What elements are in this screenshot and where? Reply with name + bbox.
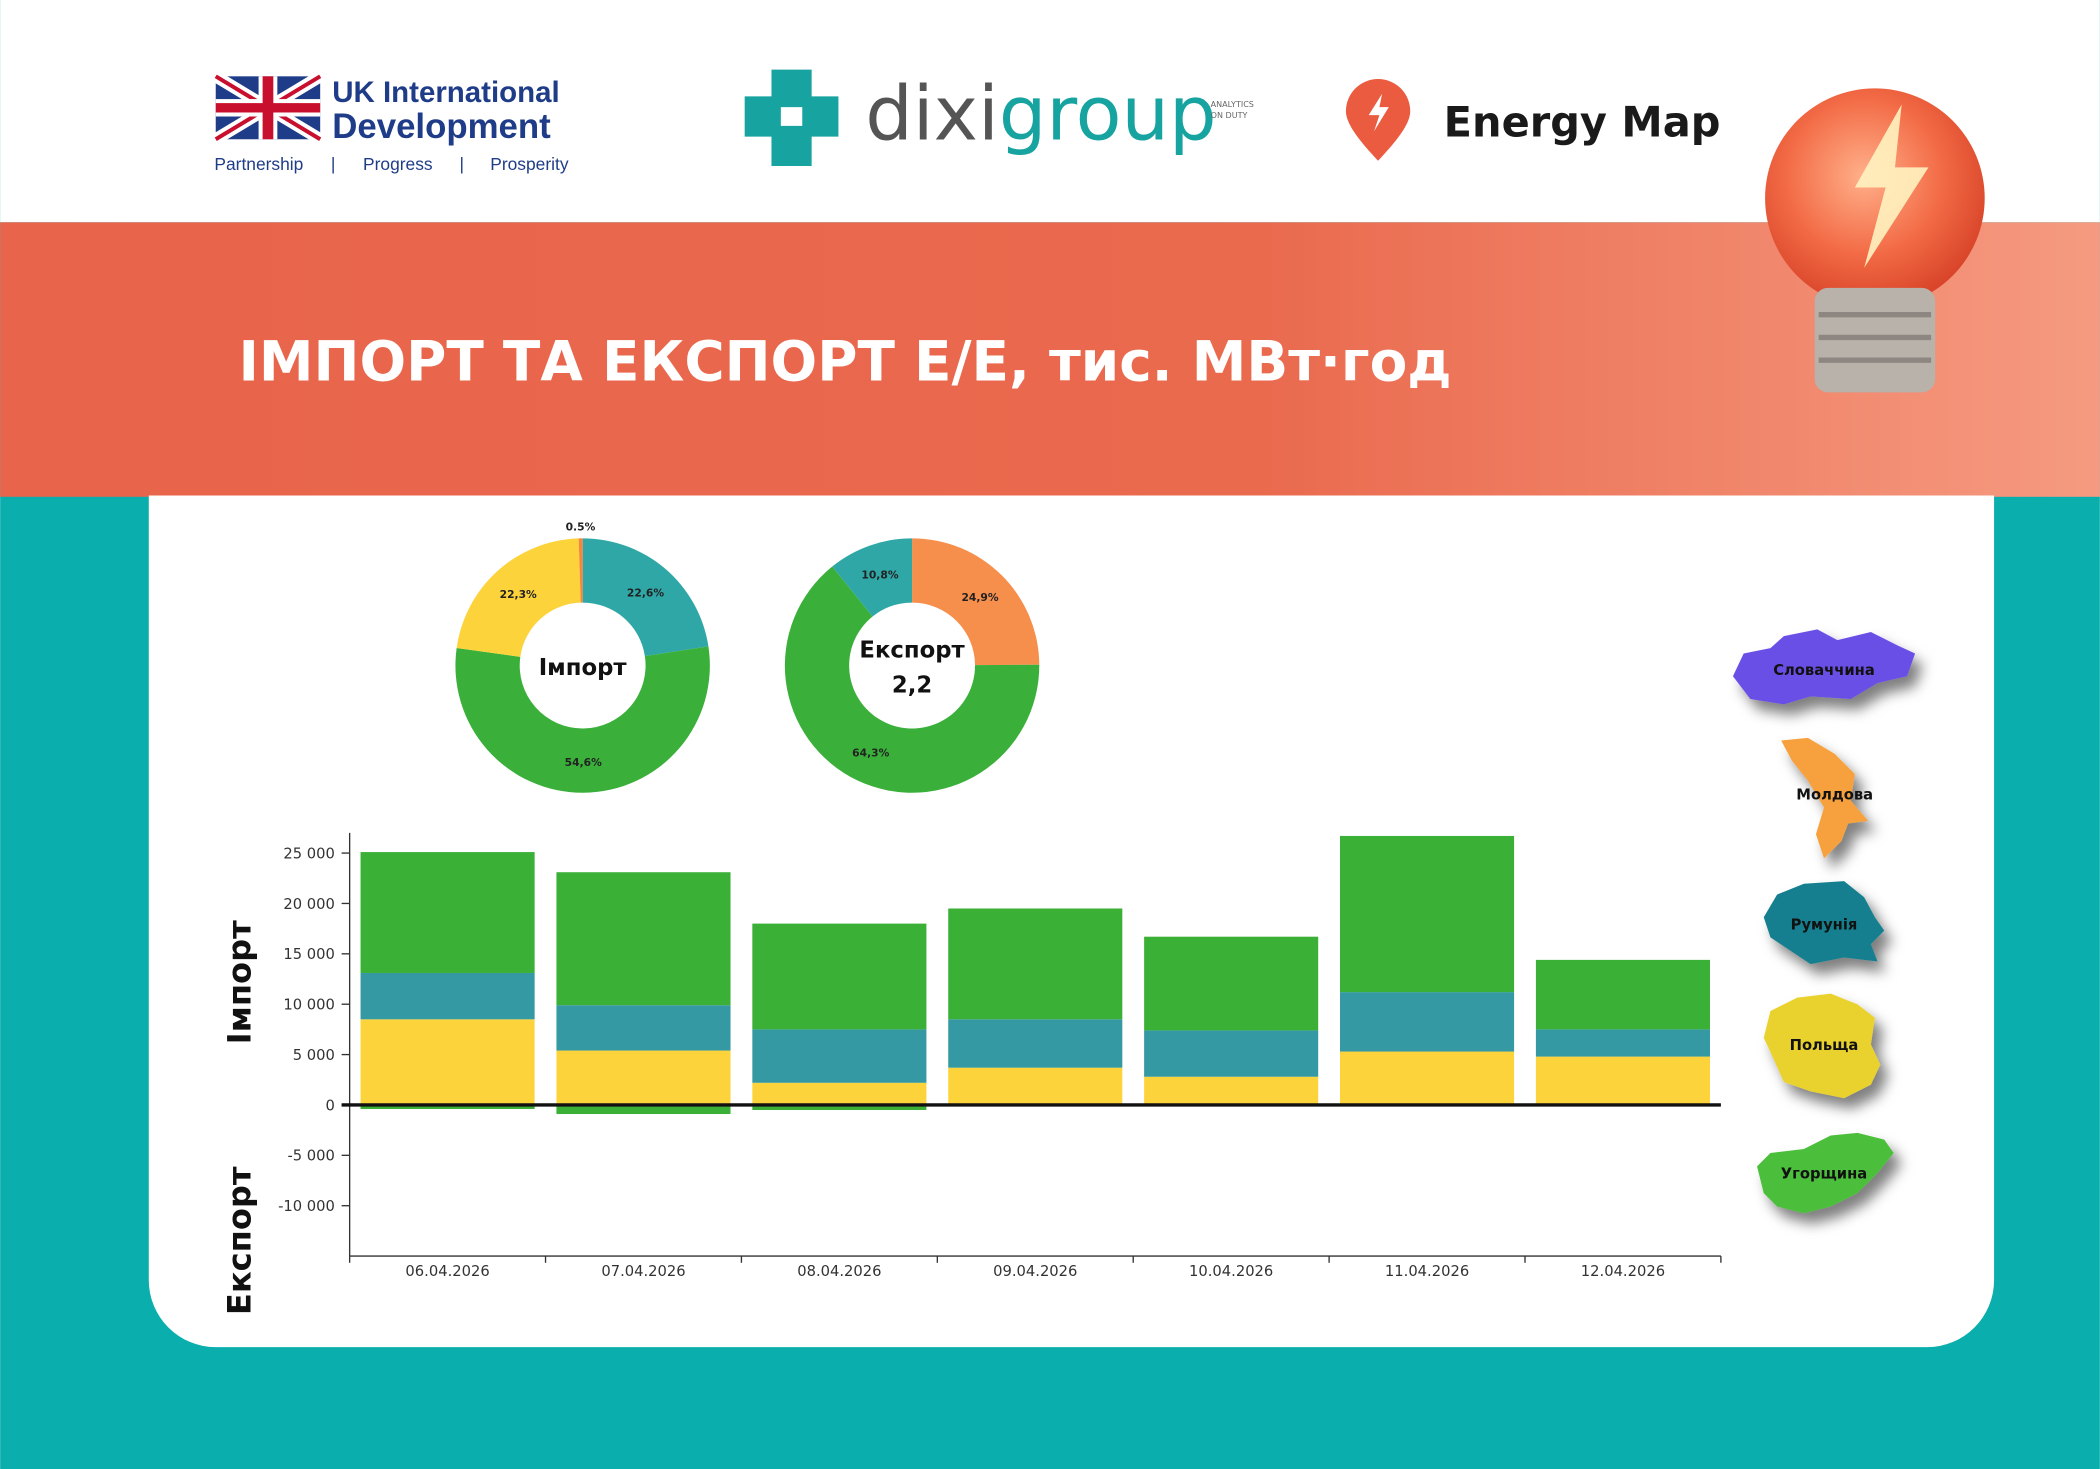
pie-slice — [784, 566, 1040, 793]
pie-slice — [832, 538, 913, 617]
dixi: dixi — [865, 69, 999, 157]
bar-segment — [1144, 1076, 1319, 1105]
x-tick-label: 11.04.2026 — [1385, 1263, 1469, 1280]
y-tick-label: 10 000 — [283, 997, 335, 1014]
header-bg — [0, 0, 2100, 223]
uk-tagline: Partnership | Progress | Prosperity — [214, 154, 568, 174]
tag: | — [331, 154, 336, 174]
bar-segment — [556, 872, 731, 1006]
slice-label: 24,9% — [961, 591, 998, 604]
slice-label: 22,3% — [500, 588, 537, 601]
tag: Partnership — [214, 154, 303, 174]
title-band — [0, 222, 2100, 497]
pie-slice — [455, 646, 710, 793]
slice-label: 0.5% — [566, 520, 596, 533]
bar-segment — [360, 852, 535, 973]
charts: 22,6% 54,6% 22,3% 0.5% Імпорт 24,9% 64,3% 10,8%… — [221, 520, 1722, 1315]
bar-segment — [752, 1104, 927, 1110]
bar-segment — [1535, 959, 1710, 1030]
axis-label: Експорт — [221, 1166, 259, 1315]
slice-label: 64,3% — [852, 747, 889, 760]
pie-center-label: 2,2 — [892, 672, 932, 698]
uk-logo: UK International Development Partnership… — [212, 71, 569, 174]
bar-segment — [556, 1050, 731, 1105]
energy-map-logo: Energy Map — [1345, 79, 1721, 161]
pie-center-label: Імпорт — [539, 655, 628, 681]
tag: | — [459, 154, 464, 174]
energy-map-text: Energy Map — [1444, 98, 1721, 147]
y-tick-label: 0 — [326, 1097, 335, 1114]
country-shape — [1763, 881, 1885, 965]
tag: Prosperity — [490, 154, 569, 174]
country-legend: Словаччина Молдова Румунія Польща Угорщина — [1732, 629, 1916, 1214]
y-tick-label: 25 000 — [283, 845, 335, 862]
pie-slice — [912, 538, 1040, 666]
y-tick-label: 20 000 — [283, 896, 335, 913]
bar-segment — [556, 1104, 731, 1115]
bar-segment — [360, 972, 535, 1020]
dixi-tag: ANALYTICS — [1211, 100, 1254, 109]
y-tick-label: -5 000 — [287, 1148, 334, 1165]
bar-segment — [1144, 1030, 1319, 1077]
bar-segment — [556, 1005, 731, 1051]
pie-slice — [578, 538, 583, 603]
bar-segment — [948, 1067, 1123, 1105]
pie-slice — [456, 538, 581, 657]
y-tick-label: 15 000 — [283, 946, 335, 963]
bulb-illustration — [1765, 88, 1985, 393]
slice-label: 22,6% — [627, 586, 664, 599]
x-tick-label: 08.04.2026 — [797, 1263, 881, 1280]
dixi-text: dixigroup — [865, 69, 1216, 157]
x-tick-label: 12.04.2026 — [1581, 1263, 1665, 1280]
tag: Progress — [363, 154, 433, 174]
x-tick-label: 09.04.2026 — [993, 1263, 1077, 1280]
pie-center-label: Експорт — [859, 638, 965, 664]
bar-segment — [1144, 936, 1319, 1031]
uk-line1: UK International — [332, 76, 559, 109]
country-name: Румунія — [1791, 916, 1858, 933]
bar-segment — [360, 1019, 535, 1105]
country-name: Польща — [1790, 1037, 1859, 1054]
x-tick-label: 06.04.2026 — [405, 1263, 489, 1280]
x-tick-label: 07.04.2026 — [601, 1263, 685, 1280]
x-tick-label: 10.04.2026 — [1189, 1263, 1273, 1280]
bar-segment — [1340, 1051, 1515, 1105]
country-name: Словаччина — [1773, 662, 1875, 679]
country-shape — [1732, 629, 1916, 705]
uk-line2: Development — [332, 107, 551, 146]
group: group — [999, 69, 1217, 157]
bar-segment — [1340, 992, 1515, 1052]
slice-label: 10,8% — [861, 569, 898, 582]
country-shape — [1757, 1132, 1894, 1214]
y-tick-label: -10 000 — [278, 1198, 335, 1215]
bar-segment — [752, 1029, 927, 1083]
dixigroup-logo: dixigroup ANALYTICS ON DUTY — [744, 69, 1254, 167]
bar-segment — [1535, 1056, 1710, 1105]
country-shape — [1763, 993, 1881, 1099]
bar-segment — [948, 908, 1123, 1020]
country-name: Молдова — [1796, 786, 1873, 803]
page-title: ІМПОРТ ТА ЕКСПОРТ Е/Е, тис. МВт·год — [239, 329, 1452, 393]
axis-label: Імпорт — [221, 920, 259, 1044]
bar-segment — [948, 1019, 1123, 1068]
country-shape — [1781, 737, 1869, 859]
bar-segment — [1340, 835, 1515, 993]
country-name: Угорщина — [1781, 1165, 1867, 1182]
bar-segment — [752, 1082, 927, 1105]
bar-segment — [752, 923, 927, 1030]
slice-label: 54,6% — [565, 756, 602, 769]
dixi-tag: ON DUTY — [1211, 111, 1248, 120]
bar-segment — [1535, 1029, 1710, 1057]
y-tick-label: 5 000 — [293, 1047, 335, 1064]
pie-slice — [582, 538, 709, 657]
bar-segment — [360, 1104, 535, 1109]
